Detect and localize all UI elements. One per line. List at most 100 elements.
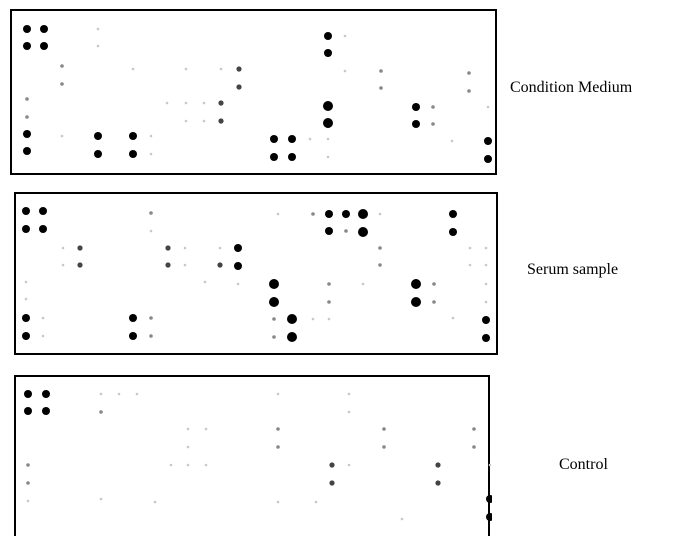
array-dot (186, 445, 190, 449)
array-dot (184, 119, 188, 123)
array-dot (467, 71, 471, 75)
array-dot (153, 500, 157, 504)
array-dot (24, 390, 32, 398)
array-dot (165, 245, 171, 251)
array-dot (467, 89, 471, 93)
array-dot (327, 317, 331, 321)
array-dot (347, 463, 351, 467)
array-dot (25, 97, 29, 101)
array-dot (382, 445, 386, 449)
array-dot (149, 211, 153, 215)
array-dot (165, 262, 171, 268)
array-panel-serum-sample (14, 192, 498, 355)
array-dot (482, 334, 490, 342)
array-dot (379, 86, 383, 90)
array-dot (431, 105, 435, 109)
array-dot (276, 392, 280, 396)
array-dot (41, 334, 45, 338)
array-dot (486, 513, 492, 521)
array-dot (379, 69, 383, 73)
array-dot (204, 427, 208, 431)
array-dot (149, 152, 153, 156)
array-dot (96, 27, 100, 31)
array-dot (202, 101, 206, 105)
array-dot (435, 480, 441, 486)
array-dot (99, 392, 103, 396)
array-dot (276, 212, 280, 216)
array-dot (269, 297, 279, 307)
array-dot (24, 407, 32, 415)
array-dot (40, 42, 48, 50)
array-panel-condition-medium (10, 9, 497, 175)
array-dot (486, 495, 492, 503)
array-dot (131, 67, 135, 71)
array-dot (270, 135, 278, 143)
array-dot (324, 32, 332, 40)
array-dot (135, 392, 139, 396)
array-dot (482, 316, 490, 324)
array-dot (327, 282, 331, 286)
array-dot (484, 263, 488, 267)
array-dot (42, 407, 50, 415)
array-dot (411, 297, 421, 307)
array-dot (343, 69, 347, 73)
array-dot (308, 137, 312, 141)
array-dot (276, 500, 280, 504)
array-dot (382, 427, 386, 431)
array-dot (186, 427, 190, 431)
array-dot (342, 210, 350, 218)
array-dot (347, 392, 351, 396)
array-dot (327, 300, 331, 304)
array-dot (99, 497, 103, 501)
array-dot (234, 244, 242, 252)
array-dot (204, 463, 208, 467)
array-dot (60, 64, 64, 68)
array-dot (25, 115, 29, 119)
array-dot (129, 132, 137, 140)
array-dot (39, 207, 47, 215)
array-dot (311, 317, 315, 321)
array-dot (22, 314, 30, 322)
array-dots-serum-sample (22, 207, 490, 342)
array-dot (329, 480, 335, 486)
array-dot (400, 517, 404, 521)
array-dot (186, 463, 190, 467)
array-dot (117, 392, 121, 396)
array-dot (326, 155, 330, 159)
array-dot (129, 332, 137, 340)
array-dot (412, 120, 420, 128)
array-dot (472, 427, 476, 431)
array-dot (325, 210, 333, 218)
array-dot (24, 280, 28, 284)
array-dot (22, 332, 30, 340)
array-dot (432, 282, 436, 286)
array-dot (484, 282, 488, 286)
array-dot (26, 499, 30, 503)
array-dot (288, 153, 296, 161)
array-dot (183, 246, 187, 250)
array-dot (94, 132, 102, 140)
array-dot (378, 263, 382, 267)
array-dot (431, 122, 435, 126)
array-dot (236, 282, 240, 286)
array-dot (39, 225, 47, 233)
array-dot (218, 246, 222, 250)
array-dot (23, 147, 31, 155)
array-dot (61, 263, 65, 267)
array-dot (219, 67, 223, 71)
array-dot (449, 228, 457, 236)
label-condition-medium: Condition Medium (510, 79, 633, 96)
array-dot (378, 246, 382, 250)
array-dot (236, 66, 242, 72)
array-dot (276, 445, 280, 449)
array-dot (129, 150, 137, 158)
array-dot (23, 25, 31, 33)
array-dot (326, 137, 330, 141)
array-dot (217, 262, 223, 268)
array-dot (96, 44, 100, 48)
array-dot (149, 316, 153, 320)
array-dot (61, 246, 65, 250)
array-dot (184, 67, 188, 71)
array-dot (325, 227, 333, 235)
array-dot (484, 155, 492, 163)
